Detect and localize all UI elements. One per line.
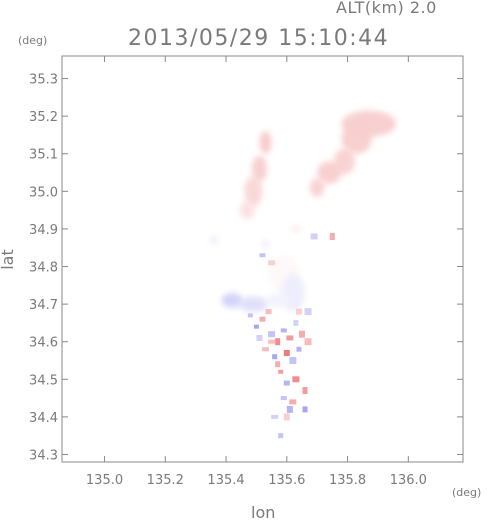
echo-cell-34 (256, 334, 263, 341)
echo-cell-20 (271, 414, 279, 419)
echo-cell-25 (265, 309, 272, 315)
echo-cell-31 (286, 405, 293, 413)
axes-layer: 135.0 135.2 135.4 135.6 135.8 136.0 34.3 34.4 34… (29, 55, 464, 488)
echo-cell-13 (283, 380, 290, 386)
echo-cell-27 (329, 232, 335, 240)
echo-cell-32 (268, 339, 276, 344)
echo-cell-19 (283, 413, 290, 421)
echo-cell-10 (283, 349, 290, 356)
echo-region-15 (289, 225, 302, 233)
echo-cell-5 (286, 335, 294, 341)
echo-cell-3 (275, 338, 281, 346)
echo-cell-29 (268, 260, 276, 266)
x-tick-label: 135.4 (207, 473, 244, 488)
y-tick-label: 34.7 (29, 298, 58, 313)
echo-cell-33 (296, 346, 302, 352)
echo-region-12 (221, 292, 243, 308)
y-tick-label: 34.9 (29, 223, 58, 238)
echo-cell-28 (259, 253, 266, 258)
echo-cell-23 (304, 308, 312, 316)
y-tick-label: 34.4 (29, 411, 58, 426)
x-axis-label: lon (251, 503, 276, 522)
x-tick-label: 135.2 (147, 473, 184, 488)
y-tick-label: 35.2 (29, 110, 58, 125)
data-layer (209, 110, 397, 439)
y-tick-label: 35.1 (29, 148, 58, 163)
echo-cell-18 (302, 406, 308, 413)
y-tick-label: 34.6 (29, 336, 58, 351)
echo-cell-35 (304, 338, 312, 346)
echo-cell-1 (259, 316, 266, 322)
echo-region-8 (239, 200, 255, 220)
echo-cell-15 (302, 387, 308, 395)
y-tick-label: 34.8 (29, 261, 58, 276)
echo-region-3 (317, 161, 342, 184)
echo-cell-30 (275, 361, 281, 368)
chart-title: 2013/05/29 15:10:44 (128, 26, 390, 51)
echo-cell-8 (262, 347, 270, 352)
x-tick-label: 135.6 (268, 473, 305, 488)
echo-cell-22 (295, 308, 302, 315)
echo-cell-9 (272, 354, 278, 360)
y-tick-label: 34.3 (29, 448, 58, 463)
echo-region-7 (244, 176, 263, 207)
altitude-label: ALT(km) 2.0 (336, 0, 437, 17)
y-tick-label: 34.5 (29, 373, 58, 388)
x-tick-label: 135.0 (86, 473, 123, 488)
y-unit-label: (deg) (18, 34, 48, 47)
echo-region-13 (238, 296, 269, 312)
echo-cell-12 (278, 369, 284, 374)
x-tick-label: 136.0 (390, 473, 427, 488)
echo-cell-24 (247, 313, 253, 318)
x-tick-label: 135.8 (329, 473, 366, 488)
x-unit-label: (deg) (452, 486, 482, 499)
echo-region-5 (259, 131, 272, 154)
y-tick-label: 35.3 (29, 73, 58, 88)
echo-region-6 (251, 155, 268, 182)
echo-cell-6 (293, 319, 299, 326)
echo-cell-2 (268, 331, 276, 338)
echo-cell-11 (289, 357, 297, 364)
echo-region-1 (341, 123, 372, 154)
echo-cell-21 (278, 433, 284, 439)
y-tick-label: 35.0 (29, 185, 58, 200)
echo-cell-7 (298, 330, 305, 338)
plot-frame (61, 55, 464, 463)
echo-region-16 (262, 240, 269, 248)
echo-region-9 (209, 236, 219, 244)
echo-region-14 (265, 292, 290, 308)
echo-cell-4 (280, 328, 287, 333)
echo-cell-16 (280, 396, 287, 401)
echo-cell-0 (253, 324, 259, 329)
echo-cell-14 (292, 376, 300, 383)
echo-region-4 (309, 178, 325, 197)
echo-cell-17 (289, 399, 297, 405)
echo-cell-26 (310, 233, 318, 240)
